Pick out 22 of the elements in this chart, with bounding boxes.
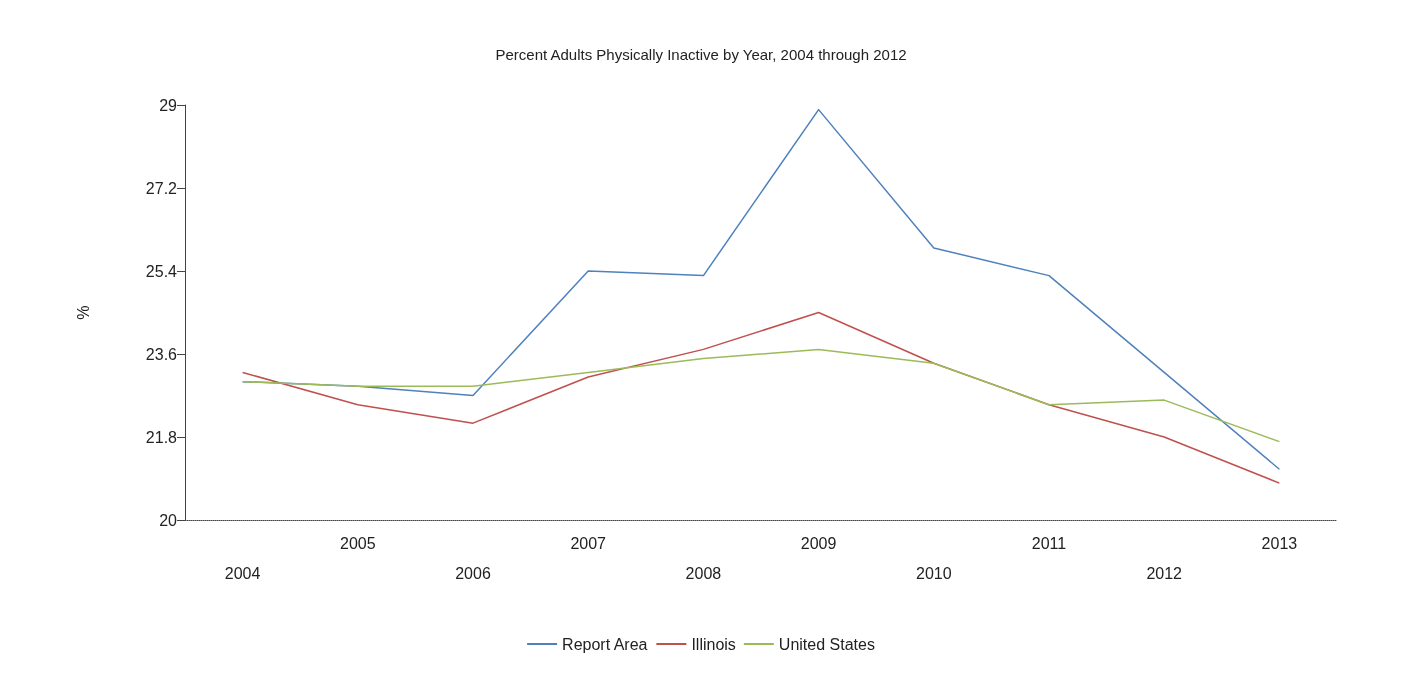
y-tick-label: 25.4 (145, 262, 178, 280)
y-tick-label: 21.8 (145, 428, 178, 446)
x-tick-label: 2010 (916, 564, 952, 582)
y-tick-label: 23.6 (145, 345, 178, 363)
chart-title: Percent Adults Physically Inactive by Year, 2004 through 2012 (495, 46, 907, 63)
x-tick-label: 2007 (570, 534, 607, 552)
legend-label: United States (778, 635, 875, 653)
y-axis-title: % (73, 305, 91, 320)
x-tick-label: 2012 (1146, 564, 1183, 582)
x-tick-label: 2008 (685, 564, 722, 582)
y-tick-label: 27.2 (145, 179, 178, 197)
legend-label: Report Area (562, 635, 648, 653)
x-tick-label: 2004 (224, 564, 261, 582)
x-tick-label: 2006 (455, 564, 491, 582)
x-tick-label: 2005 (340, 534, 376, 552)
y-tick-label: 20 (159, 511, 178, 529)
x-tick-label: 2013 (1261, 534, 1298, 552)
legend-label: Illinois (691, 635, 736, 653)
y-tick-label: 29 (159, 96, 178, 114)
x-tick-label: 2011 (1031, 534, 1067, 552)
x-tick-label: 2009 (800, 534, 837, 552)
line-series (241, 348, 1281, 443)
